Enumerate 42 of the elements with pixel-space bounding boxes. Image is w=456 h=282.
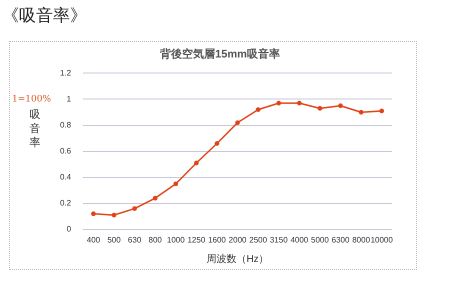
x-tick-label: 630	[128, 235, 142, 244]
x-tick-label: 2000	[228, 235, 248, 244]
x-tick-label: 1600	[208, 235, 226, 244]
point	[214, 141, 220, 146]
y-tick-label: 0.4	[60, 172, 72, 182]
x-tick-label: 2500	[249, 235, 268, 244]
x-tick-label: 6300	[332, 235, 350, 244]
y-tick-label: 1	[66, 94, 72, 104]
chart-title: 《吸音率》	[2, 5, 87, 27]
point	[276, 100, 282, 106]
y-tick-label: 0	[66, 224, 72, 234]
x-tick-label: 4000	[290, 235, 309, 244]
point	[338, 103, 343, 108]
y-tick-label: 0.2	[60, 198, 72, 208]
point	[173, 181, 178, 186]
y-tick-label: 0.8	[60, 120, 72, 130]
point	[132, 206, 137, 211]
x-tick-label: 500	[107, 235, 122, 244]
x-tick-label: 800	[148, 235, 162, 244]
x-tick-label: 1000	[166, 235, 186, 244]
y-axis-title: 吸音率	[30, 108, 40, 150]
point	[194, 160, 199, 166]
x-tick-label: 10000	[370, 235, 394, 244]
point	[112, 212, 116, 218]
x-tick-label: 400	[86, 235, 101, 244]
point	[91, 211, 96, 216]
chart-subtitle: 背後空気層15mm吸音率	[159, 48, 280, 61]
x-tick-label: 5000	[311, 235, 330, 244]
point	[318, 106, 322, 111]
x-tick-label: 3150	[270, 235, 288, 244]
point	[235, 120, 240, 126]
point	[379, 108, 384, 114]
y-tick-label: 0.6	[60, 146, 72, 156]
point	[358, 110, 364, 115]
point	[296, 100, 302, 106]
x-axis-title: 周波数（Hz）	[206, 252, 269, 265]
point	[256, 107, 261, 112]
y-tick-label: 1.2	[60, 68, 72, 78]
x-tick-label: 8000	[352, 235, 371, 244]
text: 1=100%	[12, 94, 52, 105]
point	[152, 196, 158, 201]
x-tick-label: 1250	[187, 235, 206, 244]
